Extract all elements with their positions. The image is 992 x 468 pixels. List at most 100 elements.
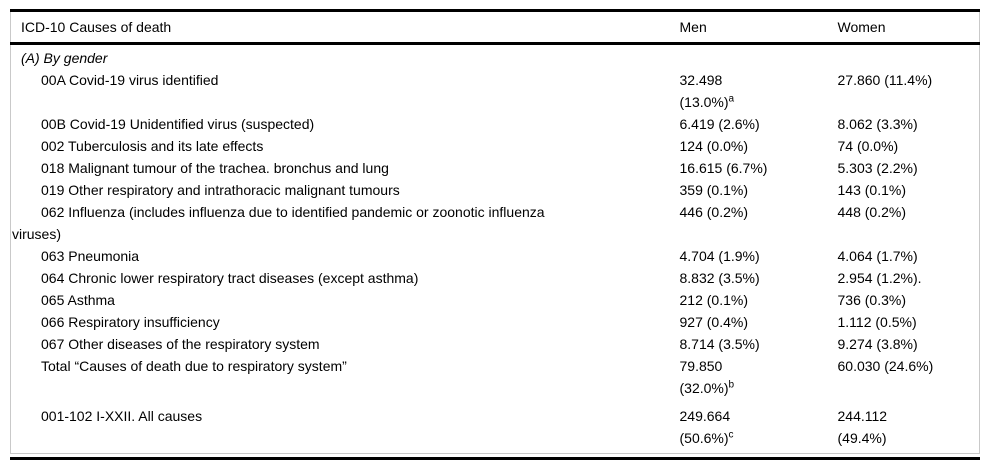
men-cell: 249.664 (50.6%)c: [680, 399, 838, 454]
value-number: 124 (0.0%): [679, 138, 748, 154]
causes-table-wrap: ICD-10 Causes of death Men Women (A) By …: [10, 9, 980, 460]
women-cell: 27.860 (11.4%): [838, 69, 980, 113]
cause-text: 00B Covid-19 Unidentified virus (suspect…: [41, 116, 315, 132]
men-cell: 16.615 (6.7%): [680, 157, 838, 179]
women-cell: 1.112 (0.5%): [838, 311, 980, 333]
value-number: 8.832 (3.5%): [679, 270, 760, 286]
women-cell: 143 (0.1%): [838, 179, 980, 201]
value-number: (50.6%): [679, 430, 729, 446]
women-cell: 736 (0.3%): [838, 289, 980, 311]
men-cell: 446 (0.2%): [680, 201, 838, 245]
table-row: 062 Influenza (includes influenza due to…: [11, 201, 980, 245]
women-cell: 4.064 (1.7%): [838, 245, 980, 267]
value-number: (13.0%): [679, 94, 729, 110]
cause-cell: 066 Respiratory insufficiency: [11, 311, 680, 333]
value-text: 8.714 (3.5%): [680, 333, 838, 355]
cause-cell: 00A Covid-19 virus identified: [11, 69, 680, 113]
footnote-marker-b: b: [728, 379, 735, 391]
value-text: 4.064 (1.7%): [838, 245, 980, 267]
women-cell: 8.062 (3.3%): [838, 113, 980, 135]
cause-cell: 067 Other diseases of the respiratory sy…: [11, 333, 680, 355]
value-number: 4.704 (1.9%): [679, 248, 760, 264]
cause-text-wrap: viruses): [12, 226, 62, 242]
value-number: 4.064 (1.7%): [837, 248, 918, 264]
value-text: 448 (0.2%): [838, 201, 980, 223]
men-cell: 124 (0.0%): [680, 135, 838, 157]
women-cell: 60.030 (24.6%): [838, 355, 980, 399]
value-number: 244.112: [837, 408, 888, 424]
table-row: 018 Malignant tumour of the trachea. bro…: [11, 157, 980, 179]
causes-of-death-table: ICD-10 Causes of death Men Women (A) By …: [10, 9, 980, 454]
value-number: 212 (0.1%): [679, 292, 748, 308]
table-row: 00B Covid-19 Unidentified virus (suspect…: [11, 113, 980, 135]
women-cell: 5.303 (2.2%): [838, 157, 980, 179]
value-text: (49.4%): [838, 427, 980, 449]
men-cell: 212 (0.1%): [680, 289, 838, 311]
cause-text: 067 Other diseases of the respiratory sy…: [41, 336, 320, 352]
value-text: 446 (0.2%): [680, 201, 838, 223]
value-text: 16.615 (6.7%): [680, 157, 838, 179]
value-number: 446 (0.2%): [679, 204, 748, 220]
value-text: 143 (0.1%): [838, 179, 980, 201]
cause-text: 019 Other respiratory and intrathoracic …: [41, 182, 400, 198]
cause-text: Total “Causes of death due to respirator…: [41, 358, 347, 374]
column-header-men: Men: [679, 10, 838, 45]
value-text: 124 (0.0%): [680, 135, 838, 157]
women-cell: 2.954 (1.2%).: [838, 267, 980, 289]
column-header-cause: ICD-10 Causes of death: [10, 10, 680, 45]
cause-cell: 063 Pneumonia: [11, 245, 680, 267]
value-text: 736 (0.3%): [838, 289, 980, 311]
cause-cell: 064 Chronic lower respiratory tract dise…: [11, 267, 680, 289]
table-row: 00A Covid-19 virus identified 32.498 (13.0…: [11, 69, 980, 113]
value-text: 4.704 (1.9%): [680, 245, 838, 267]
cause-text: 063 Pneumonia: [41, 248, 140, 264]
table-row: 002 Tuberculosis and its late effects 124…: [11, 135, 980, 157]
value-text: 1.112 (0.5%): [838, 311, 980, 333]
value-number: 60.030 (24.6%): [837, 358, 934, 374]
value-number: 9.274 (3.8%): [837, 336, 918, 352]
table-row: 065 Asthma 212 (0.1%) 736 (0.3%): [11, 289, 980, 311]
section-row: (A) By gender: [11, 44, 980, 70]
value-text: 32.498: [680, 69, 838, 91]
value-text: 79.850: [680, 355, 838, 377]
value-number: (49.4%): [837, 430, 887, 446]
value-text: 212 (0.1%): [680, 289, 838, 311]
value-number: 16.615 (6.7%): [679, 160, 768, 176]
men-cell: 927 (0.4%): [680, 311, 838, 333]
cause-text: 002 Tuberculosis and its late effects: [41, 138, 264, 154]
value-text: 60.030 (24.6%): [838, 355, 980, 377]
cause-text: 062 Influenza (includes influenza due to…: [41, 204, 545, 220]
men-cell: 8.832 (3.5%): [680, 267, 838, 289]
column-header-women: Women: [837, 10, 980, 45]
value-text: (50.6%)c: [680, 427, 838, 449]
women-cell: 244.112 (49.4%): [838, 399, 980, 454]
table-row: 066 Respiratory insufficiency 927 (0.4%) 1…: [11, 311, 980, 333]
value-text: 6.419 (2.6%): [680, 113, 838, 135]
cause-text: 066 Respiratory insufficiency: [41, 314, 220, 330]
value-text: 5.303 (2.2%): [838, 157, 980, 179]
value-text: (13.0%)a: [680, 91, 838, 113]
value-number: 359 (0.1%): [679, 182, 748, 198]
value-text: 244.112: [838, 405, 980, 427]
cause-text: 018 Malignant tumour of the trachea. bro…: [41, 160, 389, 176]
value-number: 32.498: [679, 72, 723, 88]
table-row: 019 Other respiratory and intrathoracic …: [11, 179, 980, 201]
men-cell: 4.704 (1.9%): [680, 245, 838, 267]
women-cell: 448 (0.2%): [838, 201, 980, 245]
cause-cell: 062 Influenza (includes influenza due to…: [11, 201, 680, 245]
value-number: 8.062 (3.3%): [837, 116, 918, 132]
value-text: 27.860 (11.4%): [838, 69, 980, 91]
table-row: 067 Other diseases of the respiratory sy…: [11, 333, 980, 355]
value-number: 927 (0.4%): [679, 314, 748, 330]
value-number: 5.303 (2.2%): [837, 160, 918, 176]
men-cell: 359 (0.1%): [680, 179, 838, 201]
value-number: 27.860 (11.4%): [837, 72, 933, 88]
value-number: 736 (0.3%): [837, 292, 906, 308]
table-bottom-rule: [10, 457, 980, 460]
value-text: 8.832 (3.5%): [680, 267, 838, 289]
value-number: 1.112 (0.5%): [837, 314, 917, 330]
value-text: (32.0%)b: [680, 377, 838, 399]
value-number: (32.0%): [679, 380, 729, 396]
cause-text: 001-102 I-XXII. All causes: [41, 408, 203, 424]
value-number: 6.419 (2.6%): [679, 116, 760, 132]
